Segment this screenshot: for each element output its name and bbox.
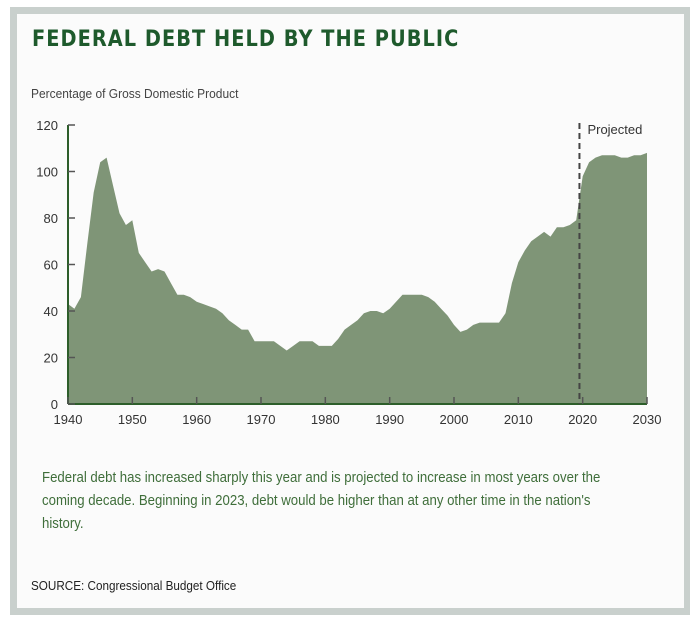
y-tick-label: 100 — [36, 165, 58, 180]
x-tick-label: 1940 — [54, 412, 83, 427]
y-axis-label: Percentage of Gross Domestic Product — [31, 86, 239, 101]
x-tick-label: 2010 — [504, 412, 533, 427]
x-tick-label: 2030 — [633, 412, 662, 427]
x-tick-label: 1960 — [182, 412, 211, 427]
chart-title: FEDERAL DEBT HELD BY THE PUBLIC — [32, 26, 460, 52]
x-tick-label: 1990 — [375, 412, 404, 427]
x-tick-label: 1970 — [247, 412, 276, 427]
projected-label: Projected — [587, 122, 642, 137]
x-tick-label: 1950 — [118, 412, 147, 427]
chart-note: Federal debt has increased sharply this … — [42, 469, 601, 532]
y-tick-label: 0 — [51, 397, 58, 412]
y-tick-label: 60 — [44, 258, 58, 273]
x-tick-label: 1980 — [311, 412, 340, 427]
source-line: SOURCE: Congressional Budget Office — [31, 578, 237, 593]
y-tick-label: 40 — [44, 304, 58, 319]
x-tick-label: 2000 — [440, 412, 469, 427]
y-tick-label: 80 — [44, 211, 58, 226]
x-tick-label: 2020 — [568, 412, 597, 427]
debt-area — [68, 152, 647, 404]
y-tick-label: 20 — [44, 351, 58, 366]
y-tick-label: 120 — [36, 118, 58, 133]
